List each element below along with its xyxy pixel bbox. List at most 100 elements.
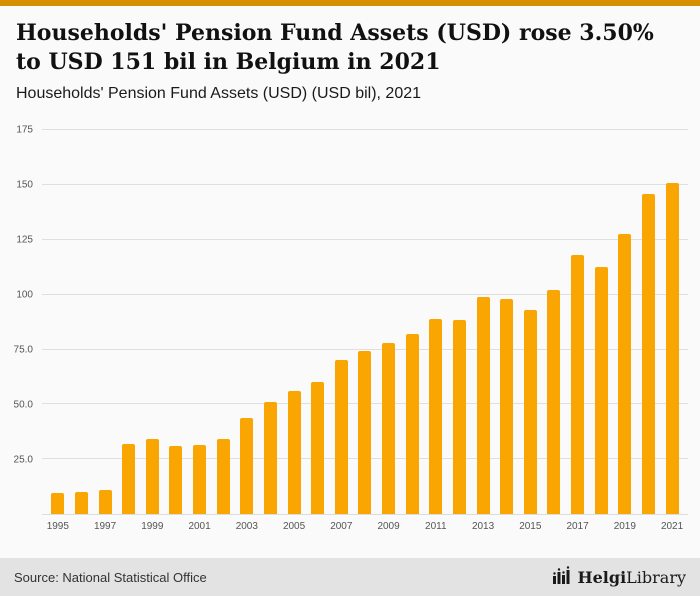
bar-slot [448, 119, 472, 514]
bar-2020 [641, 193, 655, 514]
bar-slot [188, 119, 212, 514]
x-tick-label: 2003 [235, 521, 258, 532]
bar-slot [235, 119, 259, 514]
source-text: Source: National Statistical Office [14, 569, 207, 585]
x-tick-label: 2007 [330, 521, 353, 532]
bar-slot [306, 119, 330, 514]
bar-2006 [311, 382, 325, 514]
gridline [42, 293, 688, 295]
bar-slot [93, 119, 117, 514]
bar-2017 [571, 255, 585, 514]
bar-1995 [51, 493, 65, 514]
x-tick-label: 2009 [377, 521, 400, 532]
bar-2007 [334, 360, 348, 514]
x-tick-label: 2013 [471, 521, 495, 532]
x-tick-label: 2017 [566, 521, 589, 532]
plot-row: 25.0 50.0 75.0 100 125 150 175 [6, 119, 688, 515]
bar-2008 [358, 350, 372, 514]
x-tick-label [400, 515, 424, 532]
bar-slot [589, 119, 613, 514]
y-tick-label: 175 [16, 124, 33, 136]
bar-2002 [216, 439, 230, 514]
y-tick-label: 25.0 [13, 454, 33, 466]
y-tick-label: 75.0 [13, 344, 33, 356]
logo-text: HelgiLibrary [578, 568, 687, 587]
bar-slot [259, 119, 283, 514]
x-tick-label: 2021 [660, 521, 684, 532]
y-tick-label: 150 [16, 179, 33, 191]
bar-2019 [618, 234, 632, 514]
bar-slot [566, 119, 590, 514]
x-tick-label [448, 515, 472, 532]
x-tick-label [589, 515, 613, 532]
plot-area [42, 119, 688, 515]
gridline [42, 129, 688, 131]
bar-slot [400, 119, 424, 514]
x-tick-label [164, 515, 188, 532]
y-tick-label: 100 [16, 289, 33, 301]
bar-2011 [429, 318, 443, 514]
x-tick-label [211, 515, 235, 532]
bar-slot [613, 119, 637, 514]
bar-2018 [594, 267, 608, 514]
x-axis: 1995 1997 1999 2001 2003 2005 2007 2009 2011 2013… [42, 515, 688, 532]
bar-1998 [122, 443, 136, 514]
bar-slot [330, 119, 354, 514]
bar-1999 [145, 439, 159, 514]
x-tick-label [259, 515, 283, 532]
helgi-library-logo[interactable]: HelgiLibrary [552, 565, 687, 589]
bar-2010 [405, 334, 419, 514]
bar-slot [141, 119, 165, 514]
bar-slot [282, 119, 306, 514]
page-title: Households' Pension Fund Assets (USD) ro… [16, 20, 654, 75]
bar-2000 [169, 446, 183, 514]
bar-2003 [240, 417, 254, 514]
bar-2014 [500, 299, 514, 514]
chart-subtitle: Households' Pension Fund Assets (USD) (U… [16, 85, 422, 103]
bar-2004 [263, 402, 277, 514]
bar-slot [637, 119, 661, 514]
bar-chart-logo-icon [552, 565, 572, 589]
y-tick-label: 50.0 [13, 399, 33, 411]
header: Households' Pension Fund Assets (USD) ro… [0, 6, 700, 103]
bar-slot [117, 119, 141, 514]
x-tick-label: 2005 [282, 521, 306, 532]
bar-2012 [452, 319, 466, 514]
bar-slot [471, 119, 495, 514]
x-axis-row: 1995 1997 1999 2001 2003 2005 2007 2009 2011 2013… [6, 515, 688, 532]
top-accent-bar [0, 0, 700, 6]
y-tick-label: 125 [16, 234, 33, 246]
gridline [42, 238, 688, 240]
x-tick-label: 1999 [141, 521, 164, 532]
x-tick-label: 2001 [188, 521, 211, 532]
bar-2013 [476, 296, 490, 514]
bar-slot [542, 119, 566, 514]
x-tick-label: 1995 [46, 521, 69, 532]
x-tick-label [637, 515, 661, 532]
footer: Source: National Statistical Office Helg… [0, 558, 700, 596]
bar-slot [377, 119, 401, 514]
gridline [42, 184, 688, 185]
bar-2009 [382, 342, 396, 514]
bar-2015 [523, 310, 537, 514]
bars [42, 119, 688, 514]
y-axis-spacer [6, 515, 42, 532]
bar-slot [353, 119, 377, 514]
bar-slot [211, 119, 235, 514]
logo-text-bold: Helgi [577, 567, 627, 587]
bar-slot [495, 119, 519, 514]
x-tick-label: 2011 [425, 521, 447, 532]
bar-slot [164, 119, 188, 514]
y-axis-labels: 25.0 50.0 75.0 100 125 150 175 [6, 119, 42, 515]
bar-slot [660, 119, 684, 514]
bar-1996 [74, 491, 88, 514]
x-tick-label [353, 515, 377, 532]
x-tick-label: 1997 [93, 521, 117, 532]
bar-slot [519, 119, 543, 514]
bar-slot [46, 119, 70, 514]
x-tick-label [306, 515, 330, 532]
x-tick-label [117, 515, 141, 532]
x-tick-label [70, 515, 94, 532]
chart: 25.0 50.0 75.0 100 125 150 175 1995 1997 1999 200… [6, 119, 688, 532]
bar-2021 [665, 182, 679, 514]
